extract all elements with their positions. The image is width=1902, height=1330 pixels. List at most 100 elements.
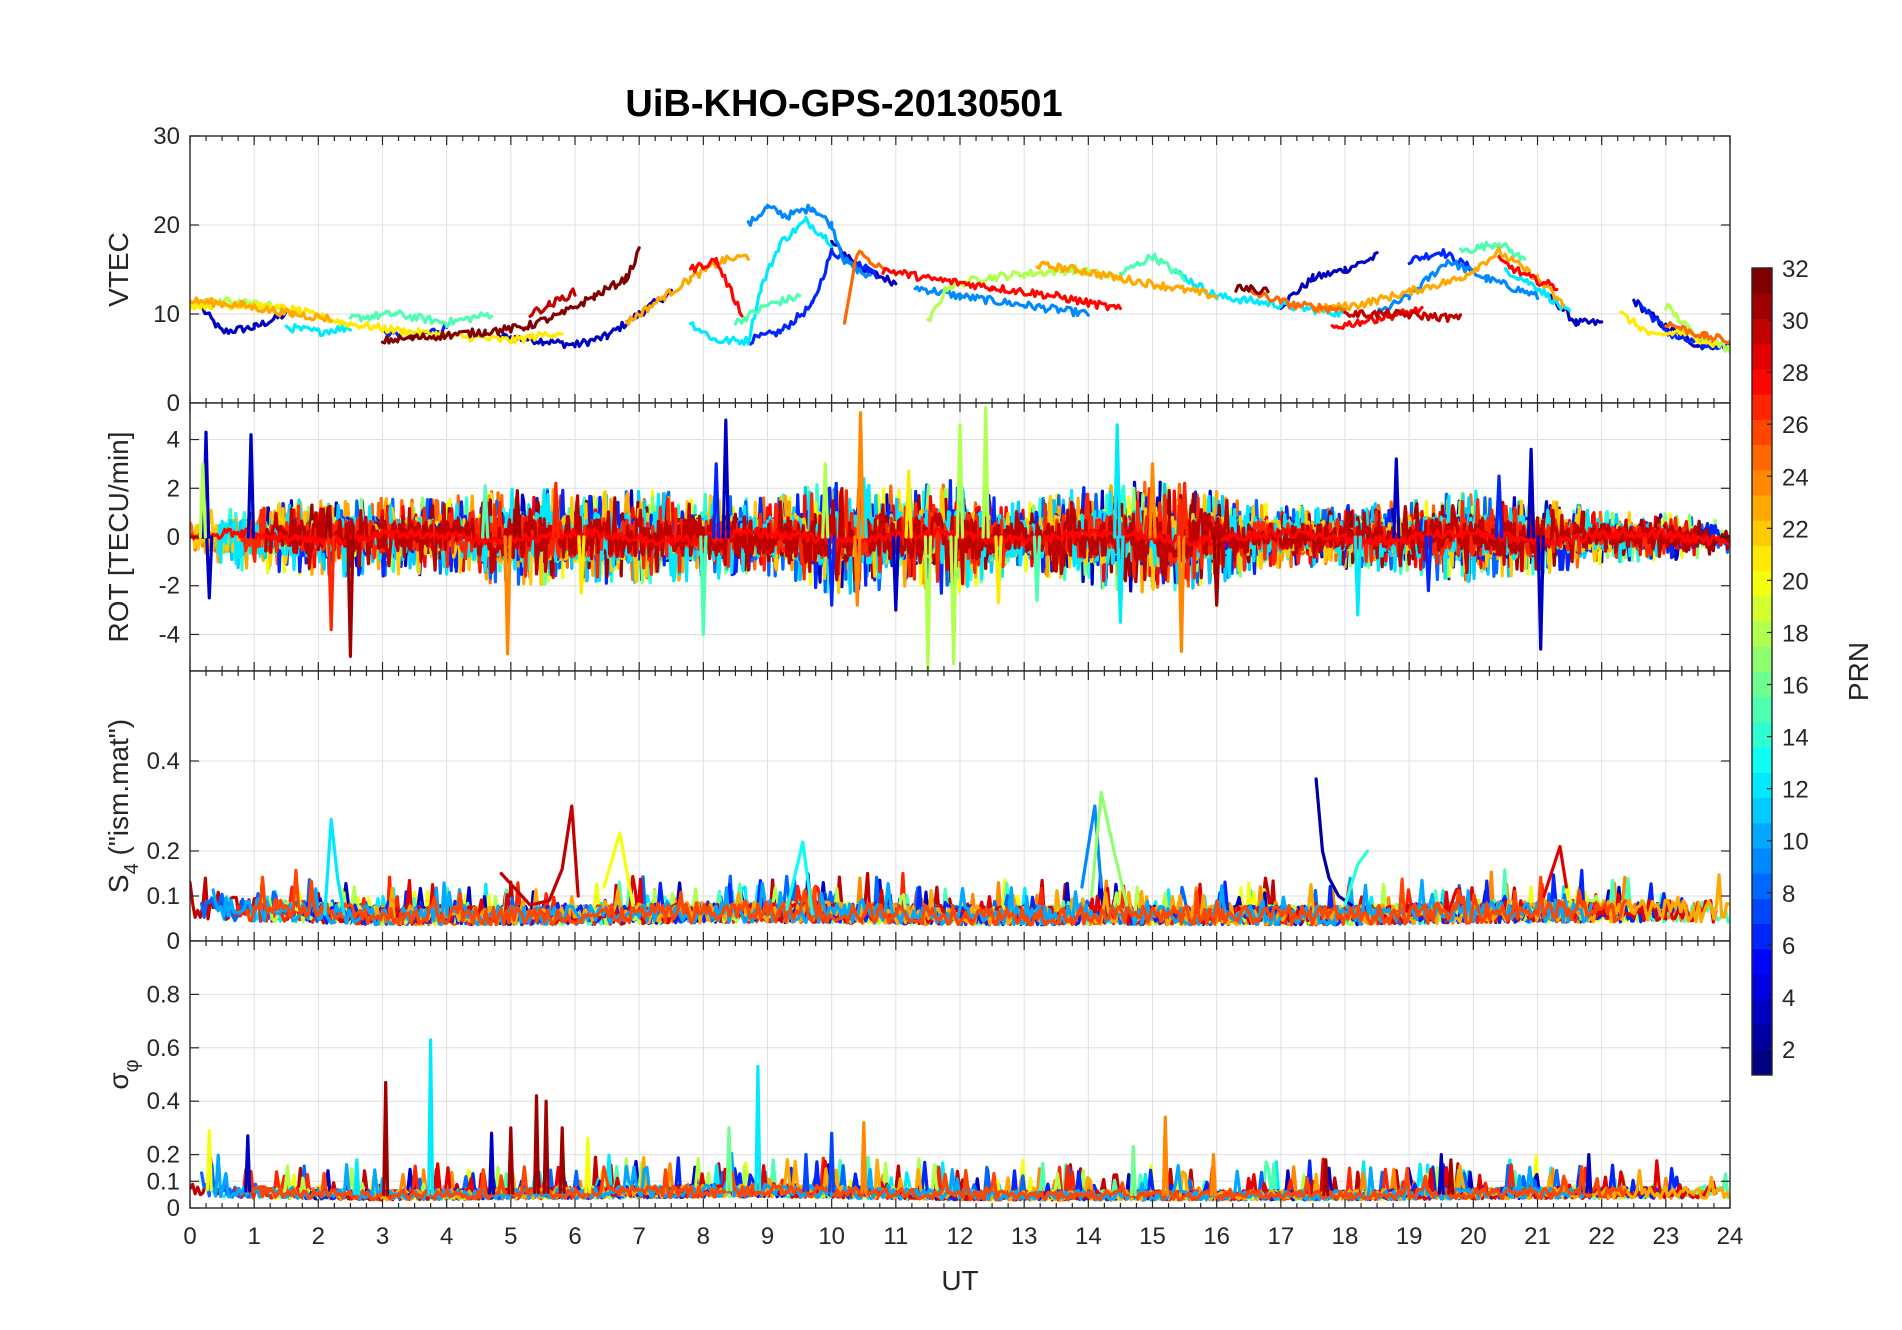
colorbar-step	[1752, 570, 1772, 597]
vtec-prn-3-line	[1279, 251, 1379, 310]
x-tick-label: 6	[568, 1223, 581, 1250]
colorbar-step	[1752, 999, 1772, 1026]
panel-rot: -4 -2 0 2 4 ROT [TECU/min]	[103, 402, 1731, 672]
x-tick-label: 11	[883, 1223, 908, 1250]
rot-prn-21-spike	[577, 535, 586, 595]
sigma-prn-7-spike	[828, 1131, 836, 1193]
rot-prn-24-spike	[853, 535, 862, 607]
y-tick-label: 0	[167, 390, 180, 417]
vtec-prn-12-line	[284, 323, 352, 337]
y-tick-label: -2	[159, 573, 180, 600]
sigma-prn-31-spike	[558, 1126, 566, 1194]
colorbar-tick-label: 18	[1782, 620, 1809, 647]
x-tick-label: 7	[632, 1223, 645, 1250]
x-tick-label: 23	[1652, 1223, 1679, 1250]
x-tick-label: 20	[1460, 1223, 1487, 1250]
rot-prn-6-spike	[712, 462, 721, 539]
sigma-prn-31-spike	[1322, 1158, 1330, 1197]
vtec-prn-9-line	[1375, 258, 1540, 318]
colorbar-label: PRN	[1843, 642, 1874, 701]
x-tick-label: 0	[183, 1223, 196, 1250]
colorbar-step	[1752, 268, 1772, 294]
rot-prn-24-spike	[503, 535, 512, 656]
rot-prn-3-spike	[205, 535, 214, 600]
chart-title: UiB-KHO-GPS-20130501	[625, 83, 1062, 125]
sigma-prn-31-spike	[533, 1094, 540, 1195]
y-tick-label: 20	[153, 212, 180, 239]
ticks-s4	[189, 671, 1731, 942]
vtec-prn-15-line	[733, 292, 802, 326]
rot-prn-31-spike	[513, 489, 522, 539]
rot-prn-3-spike	[246, 433, 256, 539]
x-tick-label: 19	[1396, 1223, 1423, 1250]
rot-prn-31-spike	[323, 506, 333, 539]
vtec-prn-25-line	[1247, 287, 1347, 314]
vtec-prn-9-line	[746, 203, 872, 279]
panel-sigma: 00.10.2 0.4 0.6 0.8 σφ	[103, 940, 1731, 1222]
colorbar-step	[1752, 444, 1772, 471]
rot-prn-24-spike	[1177, 535, 1186, 654]
rot-prn-6-spike	[1494, 474, 1504, 539]
vtec-prn-28-line	[688, 256, 744, 318]
sigma-prn-24-spike	[860, 1121, 868, 1194]
vtec-prn-32-line	[1234, 283, 1270, 296]
colorbar-step	[1752, 545, 1772, 572]
rot-prn-27-spike	[1180, 481, 1189, 539]
rot-prn-3-spike	[721, 418, 730, 539]
vtec-prn-30-line	[528, 287, 577, 318]
y-tick-label: 0.4	[147, 1088, 180, 1115]
x-tick-label: 24	[1717, 1223, 1744, 1250]
y-tick-label: 10	[153, 301, 180, 328]
x-tick-label: 15	[1139, 1223, 1166, 1250]
vtec-prn-12-line	[1503, 267, 1572, 312]
x-tick-label: 1	[247, 1223, 260, 1250]
s4-prn-17-burst	[1089, 790, 1129, 907]
x-tick-label: 17	[1267, 1223, 1294, 1250]
series-group-vtec	[190, 203, 1730, 354]
y-tick-label: 0.1	[147, 1168, 180, 1195]
vtec-prn-6-line	[1407, 248, 1475, 274]
y-tick-label: 0	[167, 524, 180, 551]
vtec-prn-28-line	[1330, 305, 1424, 330]
x-tick-label: 14	[1075, 1223, 1102, 1250]
y-tick-label: 0.2	[147, 1142, 180, 1169]
vtec-prn-30-line	[1343, 308, 1463, 323]
rot-prn-6-spike	[1424, 535, 1433, 593]
rot-prn-24-spike	[856, 411, 865, 539]
rot-prn-12-spike	[1116, 535, 1125, 624]
colorbar-step	[1752, 494, 1772, 521]
vtec-prn-15-line	[348, 309, 494, 329]
sigma-prn-7-spike	[802, 1153, 810, 1192]
sigma-prn-3-spike	[488, 1131, 496, 1195]
x-tick-label: 18	[1332, 1223, 1359, 1250]
colorbar-tick-label: 26	[1782, 412, 1809, 439]
rot-prn-15-spike	[1032, 535, 1042, 602]
rot-prn-3-spike	[1536, 535, 1545, 651]
sigma-prn-26-line	[245, 1165, 1627, 1202]
colorbar-step	[1752, 822, 1772, 849]
y-tick-label: 0.1	[147, 883, 180, 910]
colorbar-step	[1752, 747, 1772, 773]
rot-prn-15-spike	[481, 484, 490, 539]
rot-prn-31-spike	[1212, 535, 1221, 607]
x-tick-label: 8	[697, 1223, 710, 1250]
colorbar-step	[1752, 1024, 1772, 1051]
panel-s4: 0 0.1 0.2 0.4S4 ("ism.mat")	[103, 670, 1731, 955]
colorbar-tick-label: 4	[1782, 985, 1795, 1012]
x-axis: 0 1 2 3 4 5 6 7 8 9 10 11 12 13 14 15 16 17 18 19 20 21 22 23 24	[183, 1223, 1743, 1250]
y-axis-label-rot: ROT [TECU/min]	[103, 431, 134, 642]
x-tick-label: 22	[1588, 1223, 1615, 1250]
sigma-prn-31-spike	[542, 1099, 550, 1194]
s4-prn-26-line	[245, 868, 1627, 927]
sigma-prn-3-spike	[1585, 1153, 1593, 1194]
x-tick-label: 9	[761, 1223, 774, 1250]
y-tick-label: 0.2	[147, 838, 180, 865]
vtec-prn-12-line	[688, 215, 834, 346]
rot-prn-18-spike	[981, 406, 990, 539]
colorbar-step	[1752, 293, 1772, 319]
series-group-sigma	[190, 1038, 1730, 1202]
colorbar-step	[1752, 318, 1772, 345]
sigma-prn-16-spike	[1129, 1145, 1137, 1197]
